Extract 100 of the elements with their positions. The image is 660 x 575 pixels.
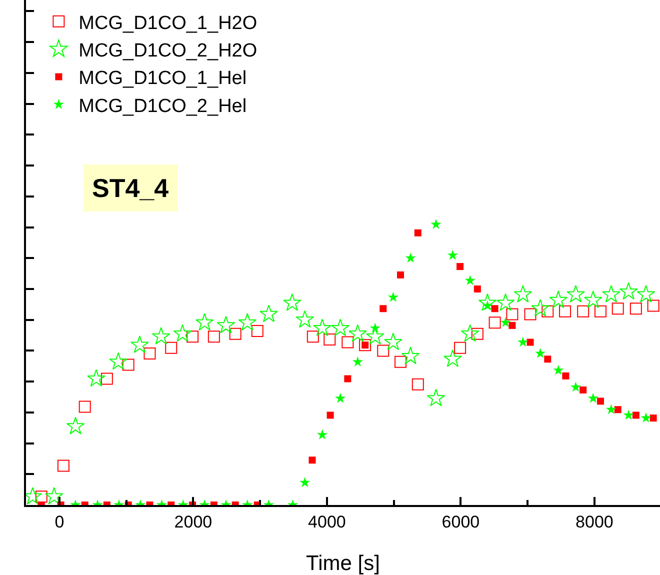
point — [313, 318, 332, 336]
point — [208, 330, 220, 343]
x-axis-title: Time [s] — [306, 552, 380, 575]
point — [526, 338, 534, 346]
legend-label: MCG_D1CO_2_Hel — [78, 96, 247, 117]
point — [500, 317, 511, 328]
point — [352, 356, 364, 366]
point — [326, 412, 334, 419]
point — [474, 285, 481, 292]
point — [640, 412, 652, 423]
point — [296, 310, 314, 328]
point — [584, 290, 602, 308]
point — [78, 400, 91, 413]
point — [44, 486, 64, 504]
point — [397, 271, 404, 278]
point — [359, 339, 372, 352]
point — [566, 284, 585, 302]
point — [144, 348, 156, 360]
point — [109, 352, 128, 370]
point — [596, 398, 604, 405]
point — [100, 372, 113, 385]
point — [216, 316, 236, 334]
point — [553, 364, 564, 375]
text: ST4_4 — [92, 173, 170, 203]
point — [394, 356, 407, 368]
point — [514, 284, 532, 302]
point — [388, 292, 398, 302]
point — [377, 344, 390, 357]
point — [370, 322, 380, 333]
point — [186, 330, 199, 343]
point — [414, 229, 422, 236]
point — [491, 305, 498, 312]
point — [454, 342, 466, 354]
point — [464, 274, 476, 286]
point — [444, 350, 462, 367]
point — [508, 322, 516, 329]
point — [306, 330, 319, 343]
point — [650, 414, 657, 422]
point — [542, 305, 554, 318]
point — [588, 392, 598, 403]
point — [316, 429, 328, 440]
point — [447, 250, 458, 260]
point — [506, 308, 518, 320]
x-tick-label: 8000 — [576, 512, 614, 532]
point — [630, 302, 642, 315]
point — [380, 305, 387, 312]
x-tick-label: 6000 — [442, 512, 480, 532]
point — [331, 318, 350, 336]
point — [324, 333, 336, 346]
point — [122, 358, 134, 371]
point — [283, 293, 302, 311]
point — [623, 410, 634, 420]
point — [426, 388, 446, 406]
point — [619, 282, 638, 300]
point — [456, 263, 464, 270]
point — [524, 308, 536, 320]
point — [401, 346, 420, 364]
point — [238, 313, 257, 330]
point — [632, 412, 640, 419]
point — [460, 324, 480, 342]
point — [165, 342, 178, 354]
x-tick-label: 0 — [54, 512, 64, 532]
point — [384, 332, 402, 350]
point — [195, 313, 214, 330]
point — [478, 293, 497, 311]
point — [602, 284, 620, 302]
point — [130, 335, 149, 353]
point — [229, 328, 242, 340]
point — [562, 372, 570, 380]
point — [488, 316, 501, 329]
point — [348, 324, 367, 342]
legend-label: MCG_D1CO_1_H2O — [78, 12, 258, 34]
point — [251, 325, 264, 338]
point — [570, 382, 582, 392]
point — [612, 302, 624, 315]
legend-label: MCG_D1CO_2_H2O — [78, 40, 258, 62]
point — [614, 406, 622, 414]
point — [580, 386, 587, 394]
point — [344, 375, 352, 382]
point — [531, 299, 550, 316]
point — [544, 356, 552, 363]
point — [342, 336, 354, 348]
point — [636, 284, 656, 302]
point — [577, 305, 590, 318]
point — [496, 293, 515, 311]
point — [260, 304, 278, 322]
point — [430, 218, 442, 229]
point — [405, 252, 416, 263]
point — [173, 324, 192, 342]
x-tick-label: 2000 — [174, 512, 212, 532]
point — [412, 378, 424, 390]
point — [559, 305, 572, 318]
point — [87, 369, 106, 387]
point — [152, 327, 170, 345]
point — [594, 305, 606, 318]
point — [334, 392, 346, 403]
point — [66, 416, 85, 434]
legend-label: MCG_D1CO_1_Hel — [78, 68, 247, 90]
point — [534, 348, 546, 358]
point — [518, 336, 528, 347]
